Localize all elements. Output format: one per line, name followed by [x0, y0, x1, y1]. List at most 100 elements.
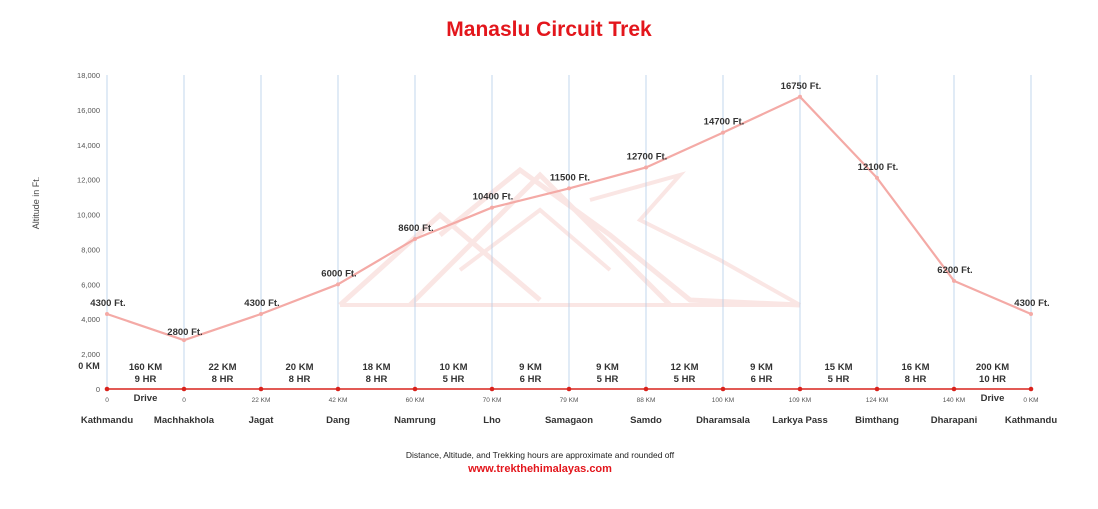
place-name: Machhakhola — [154, 415, 215, 426]
altitude-label: 12100 Ft. — [858, 162, 899, 173]
cumulative-km: 100 KM — [712, 397, 734, 404]
baseline-marker — [335, 386, 341, 392]
segment-hours: 8 HR — [905, 374, 927, 385]
altitude-label: 16750 Ft. — [781, 81, 822, 92]
cumulative-km: 22 KM — [252, 397, 271, 404]
cumulative-km: 124 KM — [866, 397, 888, 404]
segment-hours: 5 HR — [828, 374, 850, 385]
place-name: Samagaon — [545, 415, 593, 426]
baseline-marker — [566, 386, 572, 392]
y-tick-label: 4,000 — [81, 315, 100, 324]
altitude-label: 14700 Ft. — [704, 117, 745, 128]
y-tick-label: 2,000 — [81, 350, 100, 359]
place-name: Dharamsala — [696, 415, 751, 426]
altitude-label: 11500 Ft. — [550, 172, 590, 183]
y-tick-label: 8,000 — [81, 245, 100, 254]
segment-distance: 22 KM — [209, 362, 237, 373]
altitude-point — [182, 338, 186, 343]
altitude-label: 6000 Ft. — [321, 268, 356, 279]
altitude-point — [798, 94, 802, 99]
altitude-label: 2800 Ft. — [167, 327, 202, 338]
baseline-marker — [412, 386, 418, 392]
altitude-label: 8600 Ft. — [398, 223, 433, 234]
segment-hours: 8 HR — [289, 374, 311, 385]
start-km-label: 0 KM — [78, 361, 100, 371]
segment-hours: 6 HR — [520, 374, 542, 385]
y-tick-label: 18,000 — [77, 71, 100, 80]
altitude-point — [721, 130, 725, 135]
altitude-labels: 4300 Ft. 2800 Ft. 4300 Ft. 6000 Ft. 8600 Ft.… — [90, 81, 1049, 338]
altitude-label: 10400 Ft. — [473, 192, 514, 203]
y-tick-label: 10,000 — [77, 211, 100, 220]
segment-distance: 10 KM — [440, 362, 468, 373]
cumulative-km: 0 KM — [1023, 397, 1038, 404]
segment-distance: 9 KM — [750, 362, 773, 373]
place-name: Dang — [326, 415, 350, 426]
place-name: Lho — [483, 415, 501, 426]
altitude-point — [875, 175, 879, 180]
segment-distance: 9 KM — [519, 362, 542, 373]
watermark-logo — [338, 166, 801, 308]
altitude-label: 4300 Ft. — [90, 298, 125, 309]
segment-hours: 8 HR — [366, 374, 388, 385]
segment-distance: 15 KM — [825, 362, 853, 373]
x-axis-baseline — [104, 386, 1034, 392]
baseline-marker — [258, 386, 264, 392]
segment-mode: Drive — [134, 393, 158, 404]
cumulative-km: 42 KM — [329, 397, 348, 404]
segment-distance: 18 KM — [363, 362, 391, 373]
altitude-point — [413, 236, 417, 241]
website-link[interactable]: www.trekthehimalayas.com — [467, 463, 612, 475]
y-tick-label: 14,000 — [77, 141, 100, 150]
altitude-point — [952, 278, 956, 283]
place-name: Kathmandu — [81, 415, 133, 426]
footnote: Distance, Altitude, and Trekking hours a… — [406, 450, 675, 460]
y-tick-label: 16,000 — [77, 106, 100, 115]
segment-hours: 6 HR — [751, 374, 773, 385]
altitude-point — [336, 282, 340, 287]
altitude-label: 6200 Ft. — [937, 265, 972, 276]
cumulative-km: 70 KM — [483, 397, 502, 404]
altitude-series — [105, 94, 1033, 343]
baseline-marker — [181, 386, 187, 392]
vertical-gridlines — [106, 75, 1032, 389]
place-name: Namrung — [394, 415, 436, 426]
baseline-marker — [797, 386, 803, 392]
baseline-marker — [874, 386, 880, 392]
cumulative-km: 79 KM — [560, 397, 579, 404]
y-tick-label: 12,000 — [77, 176, 100, 185]
place-name: Kathmandu — [1005, 415, 1057, 426]
baseline-marker — [720, 386, 726, 392]
altitude-label: 4300 Ft. — [244, 298, 279, 309]
segment-mode: Drive — [981, 393, 1005, 404]
altitude-point — [644, 165, 648, 170]
baseline-marker — [489, 386, 495, 392]
cumulative-km: 140 KM — [943, 397, 965, 404]
y-tick-label: 6,000 — [81, 280, 100, 289]
chart-title: Manaslu Circuit Trek — [446, 18, 652, 41]
segment-distance: 12 KM — [671, 362, 699, 373]
place-name: Dharapani — [931, 415, 977, 426]
cumulative-km: 0 — [182, 397, 186, 404]
place-name: Larkya Pass — [772, 415, 827, 426]
altitude-point — [105, 311, 109, 316]
place-name: Jagat — [249, 415, 275, 426]
y-tick-label: 0 — [96, 385, 100, 394]
segment-hours: 10 HR — [979, 374, 1006, 385]
segment-distance: 20 KM — [286, 362, 314, 373]
segment-hours: 5 HR — [597, 374, 619, 385]
cumulative-km: 109 KM — [789, 397, 811, 404]
segment-hours: 5 HR — [674, 374, 696, 385]
y-axis-ticks: 0 2,000 4,000 6,000 8,000 10,000 12,000 14,000 1… — [77, 71, 100, 394]
segment-distance: 16 KM — [902, 362, 930, 373]
segment-hours: 9 HR — [135, 374, 157, 385]
segment-hours: 5 HR — [443, 374, 465, 385]
baseline-marker — [951, 386, 957, 392]
segment-distance: 160 KM — [129, 362, 162, 373]
baseline-marker — [643, 386, 649, 392]
segment-hours: 8 HR — [212, 374, 234, 385]
segment-distance: 200 KM — [976, 362, 1009, 373]
